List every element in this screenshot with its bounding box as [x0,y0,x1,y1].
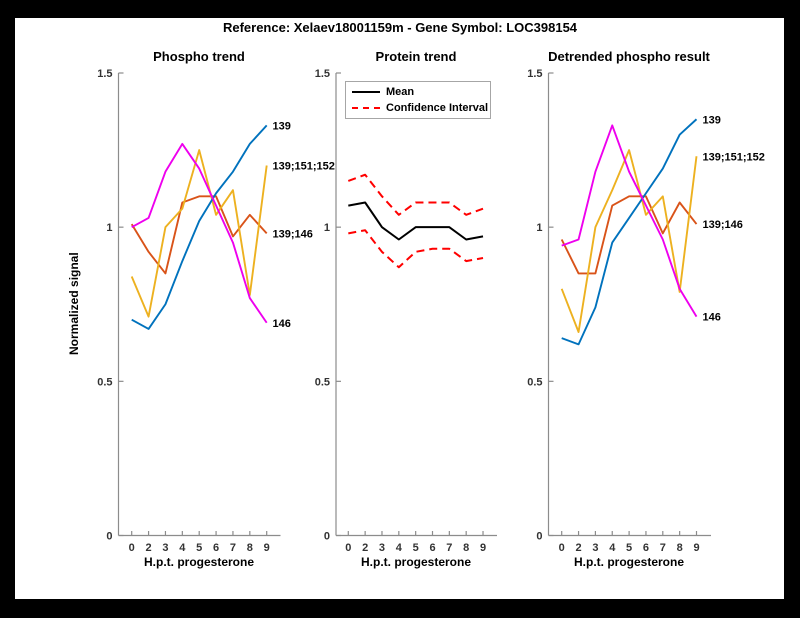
x-tick-label: 8 [677,542,683,554]
x-tick-label: 5 [413,542,419,554]
confidence-interval-line-sample-icon [352,107,380,109]
y-axis-label: Normalized signal [67,252,81,356]
y-tick-label: 1.5 [315,68,330,80]
x-tick-label: 7 [230,542,236,554]
x-tick-label: 8 [247,542,253,554]
series-line-146 [131,142,268,324]
x-tick-label: 9 [264,542,270,554]
series-label-139-146: 139;146 [703,219,743,231]
y-tick-label: 1.5 [527,68,542,80]
x-tick-label: 6 [213,542,219,554]
y-tick-label: 0 [536,531,542,543]
y-tick-label: 1 [106,222,112,234]
series-line-confidence-interval-upper [347,173,484,216]
x-tick-label: 3 [592,542,598,554]
y-tick-label: 0 [324,531,330,543]
y-tick-label: 1 [536,222,542,234]
subplot-title-detrended-phospho: Detrended phospho result [548,49,710,64]
series-label-139-151-152: 139;151;152 [703,151,765,163]
series-line-mean [348,201,484,241]
x-tick-label: 5 [196,542,202,554]
series-label-139-151-152: 139;151;152 [273,161,335,173]
x-axis-label-1: H.p.t. progesterone [143,555,254,569]
subplot-title-phospho-trend: Phospho trend [153,49,245,64]
x-tick-label: 2 [575,542,581,554]
x-tick-label: 4 [396,542,403,554]
x-tick-label: 8 [463,542,469,554]
x-tick-label: 3 [162,542,168,554]
series-line-139 [561,118,698,346]
y-tick-label: 1 [324,222,330,234]
subplot-title-protein-trend: Protein trend [375,49,457,64]
series-label-146: 146 [703,312,721,324]
legend-label-confidence-interval: Confidence Interval [386,102,489,114]
series-line-confidence-interval-lower [348,229,484,269]
series-line-139-151-152 [560,149,698,333]
x-tick-label: 9 [480,542,486,554]
series-label-146: 146 [273,318,291,330]
series-label-139: 139 [273,120,291,132]
y-tick-label: 1.5 [97,68,112,80]
y-tick-label: 0 [106,531,112,543]
x-tick-label: 7 [446,542,452,554]
y-tick-label: 0.5 [315,376,330,388]
x-axis-label-3: H.p.t. progesterone [573,555,684,569]
x-tick-label: 6 [429,542,435,554]
x-tick-label: 5 [626,542,632,554]
mean-line-sample-icon [352,91,380,93]
subplot-3: 00.511.50 2 3 4 5 6 7 8 9139;146139;151;15213914… [527,68,765,554]
subplot-1: 00.511.50 2 3 4 5 6 7 8 9139;146139;151;15213914… [97,68,335,554]
series-label-139-146: 139;146 [273,228,313,240]
x-tick-label: 0 [129,542,135,554]
legend-label-mean: Mean [386,86,415,98]
series-line-139 [131,124,268,330]
x-tick-label: 2 [362,542,368,554]
x-tick-label: 6 [643,542,649,554]
series-line-139-146 [130,195,268,275]
x-tick-label: 3 [379,542,385,554]
series-line-139-151-152 [130,149,268,318]
legend-item-mean: Mean [352,86,484,98]
x-tick-label: 0 [345,542,351,554]
subplot-2: 00.511.50 2 3 4 5 6 7 8 9 [315,68,497,554]
y-tick-label: 0.5 [527,376,542,388]
figure-title: Reference: Xelaev18001159m - Gene Symbol… [222,20,578,35]
x-axis-label-2: H.p.t. progesterone [360,555,471,569]
x-tick-label: 9 [693,542,699,554]
x-tick-label: 0 [559,542,565,554]
x-tick-label: 4 [179,542,186,554]
series-line-139-146 [560,195,698,275]
series-line-146 [561,124,698,318]
legend-item-confidence-interval: Confidence Interval [352,102,488,114]
x-tick-label: 2 [146,542,152,554]
x-tick-label: 7 [660,542,666,554]
x-tick-label: 4 [609,542,616,554]
y-tick-label: 0.5 [97,376,112,388]
legend-box: Mean Confidence Interval [345,81,491,119]
series-label-139: 139 [703,114,721,126]
